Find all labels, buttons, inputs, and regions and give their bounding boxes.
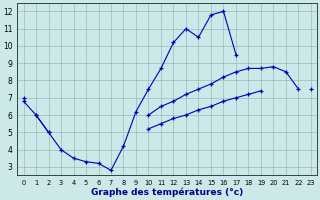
X-axis label: Graphe des températures (°c): Graphe des températures (°c) [91,188,244,197]
